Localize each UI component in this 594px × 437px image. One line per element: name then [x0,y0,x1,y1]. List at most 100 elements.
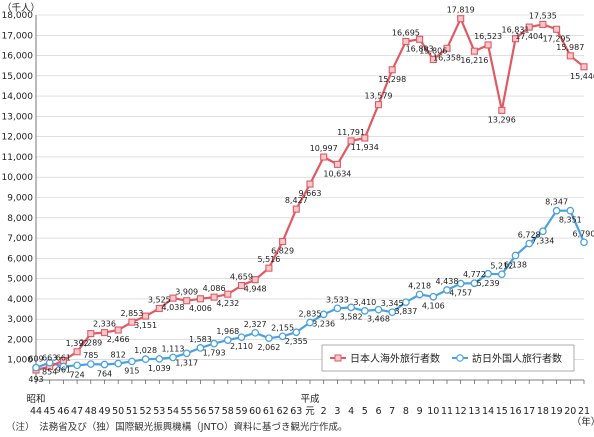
outbound-data-label: 2,466 [107,335,130,344]
outbound-data-label: 6,829 [271,247,294,256]
outbound-point [237,281,246,290]
x-tick-label: 61 [263,406,275,417]
visitors-data-label: 8,347 [545,198,568,207]
y-tick-label: 15,000 [2,72,34,82]
x-tick-label: 11 [441,406,453,417]
outbound-point [566,52,574,60]
outbound-data-label: 17,535 [529,11,557,20]
x-tick-label: 7 [389,406,395,417]
outbound-data-label: 16,358 [433,53,461,62]
visitors-point [347,303,355,312]
y-tick-label: 2,000 [7,335,33,345]
x-tick-label: 57 [208,406,220,417]
visitors-data-label: 2,062 [257,343,280,352]
y-tick-label: 4,000 [7,295,33,305]
visitors-point [59,362,68,371]
outbound-data-label: 15,298 [378,75,406,84]
outbound-data-label: 10,997 [310,144,338,153]
outbound-data-label: 4,659 [230,273,253,282]
visitors-point [333,304,342,313]
y-tick-label: 1,000 [7,356,33,366]
visitors-data-label: 4,772 [463,270,486,279]
visitors-point [45,358,54,367]
visitors-point [525,239,534,248]
outbound-point [457,15,465,23]
outbound-point [292,205,300,213]
visitors-point [374,305,383,314]
visitors-point [566,206,575,215]
visitors-data-label: 1,968 [216,327,239,336]
visitors-point [155,355,164,363]
visitors-point [114,359,123,368]
outbound-point [416,35,424,43]
x-tick-label: 51 [126,406,138,417]
visitors-point [86,360,95,368]
visitors-data-label: 785 [83,351,98,360]
x-tick-label: 55 [181,406,193,417]
visitors-data-label: 3,236 [312,319,335,328]
visitors-point [251,328,260,337]
y-tick-label: 10,000 [2,173,34,183]
visitors-data-label: 7,334 [531,236,554,245]
outbound-point [279,237,287,246]
outbound-point [306,180,314,188]
x-tick-label: 9 [417,406,423,417]
outbound-point [553,25,561,33]
visitors-point [456,279,465,288]
x-tick-label: 53 [153,406,165,417]
outbound-data-label: 16,803 [406,44,434,53]
visitors-data-label: 2,835 [299,310,322,319]
outbound-point [155,304,163,313]
outbound-point [142,312,150,320]
x-tick-label: 8 [403,406,409,417]
x-tick-label: 16 [509,406,521,417]
visitors-point [470,279,479,288]
visitors-point [429,292,438,301]
x-tick-label: 46 [57,406,69,417]
outbound-point [73,348,81,356]
visitors-point [484,269,492,278]
x-tick-label: 21 [578,406,590,417]
x-tick-label: 60 [249,406,261,417]
visitors-data-label: 2,327 [244,320,267,329]
outbound-point [87,330,95,338]
x-tick-label: 13 [468,406,480,417]
visitors-data-label: 4,106 [422,302,445,311]
x-tick-label: 5 [362,406,368,417]
outbound-data-label: 17,404 [515,32,543,41]
outbound-point [525,23,533,31]
visitors-point [278,332,287,341]
x-tick-label: 44 [30,406,42,417]
outbound-data-label: 4,948 [244,285,267,294]
y-tick-label: 6,000 [7,254,33,264]
y-tick-label: 9,000 [7,194,33,204]
outbound-point [511,35,520,43]
outbound-point [374,101,383,109]
visitors-data-label: 8,351 [559,216,582,225]
visitors-data-label: 4,438 [436,277,459,286]
visitors-data-label: 6,728 [518,231,541,240]
visitors-point [402,298,410,307]
visitors-point [443,286,451,294]
outbound-point [114,326,122,334]
outbound-data-label: 4,006 [189,304,212,313]
outbound-point [320,153,328,161]
visitors-data-label: 4,218 [408,281,431,290]
visitors-data-label: 3,582 [340,312,363,321]
x-tick-label: 63 [290,406,302,417]
visitors-point [497,270,506,279]
outbound-data-label: 17,295 [543,34,571,43]
visitors-data-label: 2,110 [230,342,253,351]
visitors-data-label: 1,583 [189,335,212,344]
visitors-data-label: 6,138 [504,261,527,270]
visitors-data-label: 724 [69,370,84,379]
visitors-point [196,344,205,352]
outbound-data-label: 13,296 [488,115,516,124]
outbound-point [265,264,273,272]
outbound-data-label: 16,216 [460,56,488,65]
outbound-data-label: 4,086 [203,284,226,293]
outbound-data-label: 11,791 [337,128,365,137]
outbound-point [224,290,232,298]
outbound-data-label: 15,987 [556,43,584,52]
outbound-point [183,297,191,305]
